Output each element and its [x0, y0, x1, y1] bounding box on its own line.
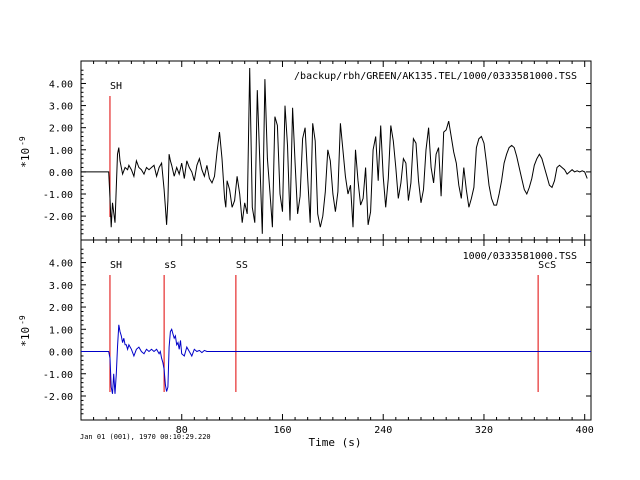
bottom-phase-label-ss: SS: [236, 260, 248, 271]
top-y-axis-label-base: *10: [19, 148, 32, 168]
top-ytick-label: -2.00: [43, 212, 73, 223]
bottom-seismogram-trace: [81, 324, 591, 394]
bottom-phase-label-scs: ScS: [538, 260, 556, 271]
top-ytick-label: 2.00: [49, 124, 73, 135]
bottom-y-axis-label-exponent: -9: [18, 315, 27, 325]
bottom-trace-title: 1000/0333581000.TSS: [463, 251, 577, 262]
bottom-panel-frame: [80, 239, 592, 421]
bottom-xtick-label: 240: [374, 425, 392, 436]
top-ytick-label: -1.00: [43, 190, 73, 201]
top-ytick-label: 4.00: [49, 79, 73, 90]
bottom-xtick-label: 400: [576, 425, 594, 436]
top-seismogram-trace: [81, 67, 588, 234]
bottom-y-axis-label: *10-9: [18, 315, 32, 347]
bottom-xtick-label: 160: [273, 425, 291, 436]
top-y-axis-label: *10-9: [18, 136, 32, 168]
bottom-ytick-label: 2.00: [49, 303, 73, 314]
timestamp-footer: Jan 01 (001), 1970 00:10:29.220: [80, 433, 211, 441]
bottom-ytick-label: 4.00: [49, 259, 73, 270]
x-axis-label: Time (s): [309, 436, 362, 449]
top-panel: 4.00 3.00 2.00 1.00 0.00 -1.00 -2.00 SH /backu…: [18, 60, 592, 241]
bottom-ytick-label: 3.00: [49, 281, 73, 292]
top-y-axis-ticks: 4.00 3.00 2.00 1.00 0.00 -1.00 -2.00: [43, 69, 591, 235]
bottom-phase-markers: SH sS SS ScS: [109, 260, 556, 392]
top-phase-label-sh: SH: [110, 81, 122, 92]
top-x-axis-ticks: [93, 61, 586, 240]
top-y-axis-label-exponent: -9: [18, 136, 27, 146]
bottom-ytick-label: -2.00: [43, 392, 73, 403]
bottom-panel: 4.00 3.00 2.00 1.00 0.00 -1.00 -2.00 80 160 240 3…: [18, 239, 594, 449]
bottom-phase-label-ss: sS: [164, 260, 176, 271]
top-ytick-label: 0.00: [49, 168, 73, 179]
top-ytick-label: 3.00: [49, 102, 73, 113]
bottom-xtick-label: 320: [475, 425, 493, 436]
bottom-phase-label-sh: SH: [110, 260, 122, 271]
bottom-ytick-label: 0.00: [49, 348, 73, 359]
top-trace-title: /backup/rbh/GREEN/AK135.TEL/1000/0333581…: [294, 71, 577, 82]
bottom-x-axis-ticks: 80 160 240 320 400: [93, 240, 594, 436]
bottom-xtick-label: 80: [176, 425, 188, 436]
bottom-ytick-label: -1.00: [43, 370, 73, 381]
bottom-ytick-label: 1.00: [49, 325, 73, 336]
bottom-y-axis-label-base: *10: [19, 327, 32, 347]
top-ytick-label: 1.00: [49, 146, 73, 157]
